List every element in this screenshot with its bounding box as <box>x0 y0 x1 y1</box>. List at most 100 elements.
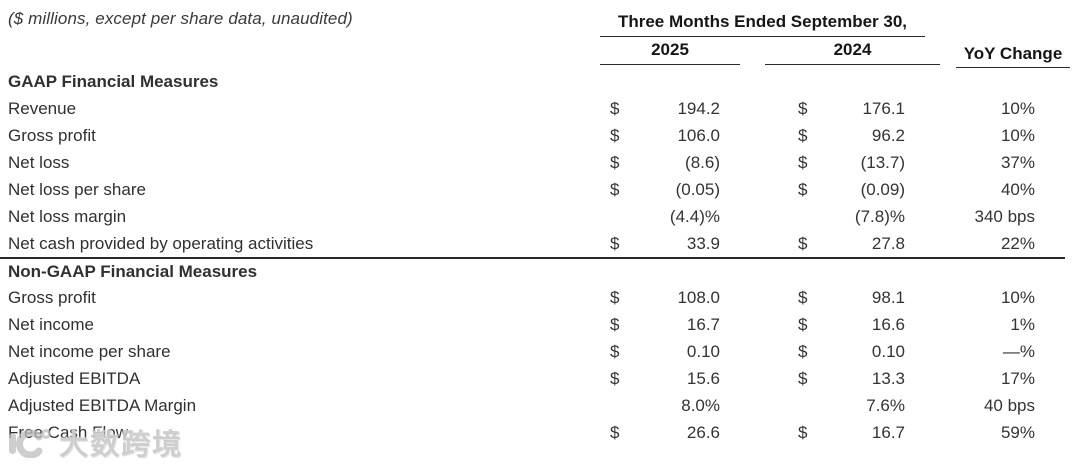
cell-2025: $0.10 <box>600 342 720 362</box>
table-row: Net loss $ (8.6) $ (13.7) 37% <box>0 149 1065 176</box>
value-2025: 106.0 <box>677 125 720 145</box>
column-header-2024: 2024 <box>765 40 940 65</box>
row-label: Net loss <box>8 152 70 172</box>
dollar-sign-2024: $ <box>798 125 808 145</box>
cell-2025: $194.2 <box>600 99 720 119</box>
dollar-sign-2025: $ <box>610 341 620 361</box>
cell-2025: $106.0 <box>600 126 720 146</box>
cell-2025: $ (8.6) <box>600 153 720 173</box>
value-2024: (0.09) <box>860 179 905 199</box>
table-row: Adjusted EBITDA $15.6 $13.3 17% <box>0 365 1065 392</box>
period-header: Three Months Ended September 30, <box>600 12 925 37</box>
row-label: Gross profit <box>8 125 96 145</box>
table-row: Net loss margin (4.4)% (7.8)% 340 bps <box>0 203 1065 230</box>
cell-2024: $27.8 <box>788 234 905 254</box>
cell-2025: 8.0% <box>600 396 720 416</box>
dollar-sign-2025: $ <box>610 179 620 199</box>
dollar-sign-2025: $ <box>610 98 620 118</box>
table-row: Net cash provided by operating activitie… <box>0 230 1065 257</box>
value-2024: (13.7) <box>860 152 905 172</box>
table-row: Gross profit $106.0 $96.2 10% <box>0 122 1065 149</box>
section-title-row: Non-GAAP Financial Measures <box>0 257 1065 284</box>
table-body: GAAP Financial Measures Revenue $194.2 $176… <box>0 68 1065 446</box>
row-label: Adjusted EBITDA Margin <box>8 395 197 415</box>
table-row: Adjusted EBITDA Margin 8.0% 7.6% 40 bps <box>0 392 1065 419</box>
table-row: Net income per share $0.10 $0.10 —% <box>0 338 1065 365</box>
column-header-2025: 2025 <box>600 40 740 65</box>
value-2025: 15.6 <box>686 368 720 388</box>
cell-2024: $96.2 <box>788 126 905 146</box>
value-2024: 96.2 <box>871 125 905 145</box>
value-2024: 16.6 <box>871 314 905 334</box>
row-label: Net loss per share <box>8 179 146 199</box>
cell-2024: $0.10 <box>788 342 905 362</box>
dollar-sign-2025: $ <box>610 287 620 307</box>
dollar-sign-2024: $ <box>798 368 808 388</box>
dollar-sign-2025: $ <box>610 368 620 388</box>
value-2025: 0.10 <box>686 341 720 361</box>
value-2025: (4.4)% <box>669 206 720 226</box>
cell-2025: $15.6 <box>600 369 720 389</box>
value-2025: 16.7 <box>686 314 720 334</box>
cell-2024: $16.6 <box>788 315 905 335</box>
yoy-value: —% <box>1002 341 1035 361</box>
section-title-row: GAAP Financial Measures <box>0 68 1065 95</box>
yoy-value: 10% <box>1000 125 1035 145</box>
dollar-sign-2025: $ <box>610 233 620 253</box>
yoy-value: 59% <box>1000 422 1035 442</box>
cell-2025: $16.7 <box>600 315 720 335</box>
value-2025: 33.9 <box>686 233 720 253</box>
row-label: Net loss margin <box>8 206 127 226</box>
section-title: GAAP Financial Measures <box>8 71 219 91</box>
value-2024: 176.1 <box>862 98 905 118</box>
cell-2024: $98.1 <box>788 288 905 308</box>
value-2024: (7.8)% <box>854 206 905 226</box>
cell-2025: $108.0 <box>600 288 720 308</box>
cell-2024: 7.6% <box>788 396 905 416</box>
row-label: Net income per share <box>8 341 171 361</box>
yoy-value: 340 bps <box>974 206 1036 226</box>
column-header-yoy-change: YoY Change <box>956 44 1070 68</box>
value-2024: 27.8 <box>871 233 905 253</box>
cell-2025: $33.9 <box>600 234 720 254</box>
dollar-sign-2025: $ <box>610 422 620 442</box>
row-label: Gross profit <box>8 287 96 307</box>
yoy-value: 10% <box>1000 98 1035 118</box>
cell-2024: $13.3 <box>788 369 905 389</box>
row-label: Net cash provided by operating activitie… <box>8 233 314 253</box>
dollar-sign-2024: $ <box>798 233 808 253</box>
value-2024: 98.1 <box>871 287 905 307</box>
dollar-sign-2024: $ <box>798 422 808 442</box>
table-row: Gross profit $108.0 $98.1 10% <box>0 284 1065 311</box>
dollar-sign-2025: $ <box>610 314 620 334</box>
dollar-sign-2025: $ <box>610 125 620 145</box>
value-2025: 194.2 <box>677 98 720 118</box>
dollar-sign-2024: $ <box>798 152 808 172</box>
yoy-value: 40% <box>1000 179 1035 199</box>
yoy-value: 22% <box>1000 233 1035 253</box>
row-label: Adjusted EBITDA <box>8 368 141 388</box>
yoy-value: 37% <box>1000 152 1035 172</box>
value-2025: 8.0% <box>681 395 720 415</box>
value-2024: 0.10 <box>871 341 905 361</box>
dollar-sign-2024: $ <box>798 98 808 118</box>
value-2024: 16.7 <box>871 422 905 442</box>
cell-2024: $16.7 <box>788 423 905 443</box>
cell-2024: $176.1 <box>788 99 905 119</box>
row-label: Free Cash Flow <box>8 422 128 442</box>
section-title: Non-GAAP Financial Measures <box>8 261 258 281</box>
dollar-sign-2024: $ <box>798 179 808 199</box>
yoy-value: 1% <box>1010 314 1035 334</box>
units-note: ($ millions, except per share data, unau… <box>8 9 353 28</box>
cell-2025: $ (0.05) <box>600 180 720 200</box>
value-2025: 26.6 <box>686 422 720 442</box>
dollar-sign-2025: $ <box>610 152 620 172</box>
yoy-value: 40 bps <box>983 395 1035 415</box>
yoy-value: 10% <box>1000 287 1035 307</box>
cell-2024: $ (0.09) <box>788 180 905 200</box>
table-row: Net loss per share $ (0.05) $ (0.09) 40% <box>0 176 1065 203</box>
table-row: Net income $16.7 $16.6 1% <box>0 311 1065 338</box>
value-2025: (0.05) <box>675 179 720 199</box>
table-row: Free Cash Flow $26.6 $16.7 59% <box>0 419 1065 446</box>
